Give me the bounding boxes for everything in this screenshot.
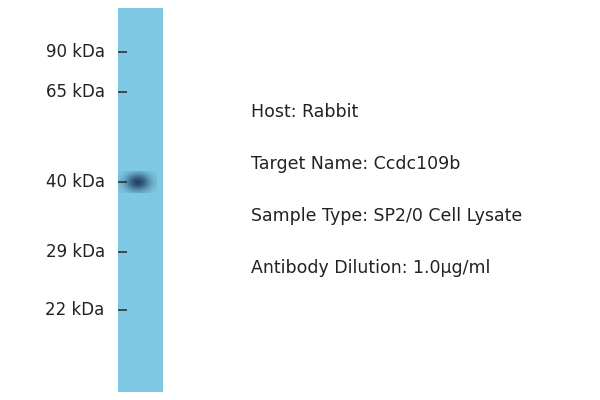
Bar	[118, 8, 163, 392]
Text: 29 kDa: 29 kDa	[46, 243, 105, 261]
Text: 22 kDa: 22 kDa	[46, 301, 105, 319]
Text: 90 kDa: 90 kDa	[46, 43, 105, 61]
Text: Target Name: Ccdc109b: Target Name: Ccdc109b	[251, 155, 461, 173]
Text: Antibody Dilution: 1.0μg/ml: Antibody Dilution: 1.0μg/ml	[251, 259, 491, 277]
Text: Host: Rabbit: Host: Rabbit	[251, 103, 359, 121]
Text: 65 kDa: 65 kDa	[46, 83, 105, 101]
Text: 40 kDa: 40 kDa	[46, 173, 105, 191]
Text: Sample Type: SP2/0 Cell Lysate: Sample Type: SP2/0 Cell Lysate	[251, 207, 523, 225]
